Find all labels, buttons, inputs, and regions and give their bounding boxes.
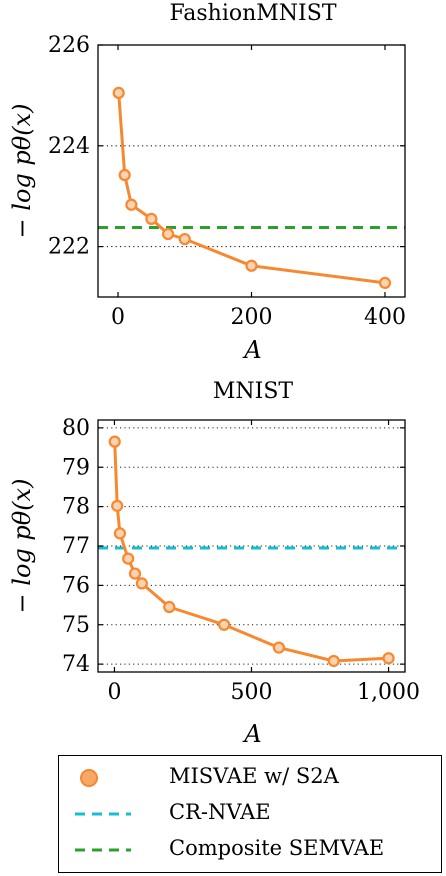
mnist-y-tick-label: 78	[62, 495, 90, 520]
legend-label-composite-semvae: Composite SEMVAE	[169, 836, 385, 860]
mnist-data-point	[327, 654, 340, 668]
fashionmnist-series	[112, 86, 392, 289]
mnist-x-tick-label: 500	[231, 680, 273, 705]
fashionmnist-data-point	[145, 212, 158, 225]
legend-circle-marker-icon	[80, 769, 98, 787]
mnist-y-tick-label: 76	[62, 573, 90, 598]
fashionmnist-x-ticks: 0 200 400	[111, 45, 406, 330]
legend-label-misvae: MISVAE w/ S2A	[169, 764, 339, 788]
fashionmnist-data-point	[118, 168, 131, 182]
fashionmnist-data-point	[125, 198, 138, 211]
mnist-chart: MNIST 74 75 76 77 78 79 80 0 500 1,000 A − log p…	[8, 379, 420, 748]
fashionmnist-y-tick-label: 224	[48, 134, 90, 159]
chart-figure: FashionMNIST 222 224 226 0 200 400 A − log p…	[8, 1, 420, 748]
mnist-x-tick-label: 1,000	[357, 680, 420, 705]
legend-entry-misvae: MISVAE w/ S2A	[59, 762, 441, 794]
mnist-x-ticks: 0 500 1,000	[107, 420, 420, 705]
mnist-y-axis-label: − log pθ(x)	[8, 479, 36, 614]
mnist-data-point	[217, 618, 231, 631]
mnist-y-tick-label: 77	[62, 534, 90, 559]
legend-entry-cr-nvae: CR-NVAE	[59, 798, 441, 830]
fashionmnist-y-tick-label: 226	[48, 33, 90, 58]
mnist-y-tick-label: 75	[62, 613, 90, 638]
legend-label-cr-nvae: CR-NVAE	[169, 800, 271, 824]
mnist-data-point	[108, 435, 121, 448]
fashionmnist-data-point	[378, 276, 392, 289]
fashionmnist-y-axis-label: − log pθ(x)	[8, 104, 36, 239]
mnist-data-point	[272, 641, 286, 654]
fashionmnist-y-tick-label: 222	[48, 235, 90, 260]
fashionmnist-x-tick-label: 200	[231, 305, 273, 330]
mnist-y-tick-label: 80	[62, 416, 90, 441]
mnist-data-point	[122, 552, 135, 565]
fashionmnist-series-line	[117, 92, 386, 285]
mnist-y-tick-label: 74	[62, 652, 90, 677]
fashionmnist-data-point	[245, 259, 258, 272]
mnist-data-point	[128, 567, 142, 580]
fashionmnist-data-point	[178, 232, 191, 246]
mnist-plot-frame	[97, 419, 406, 673]
fashionmnist-y-ticks: 222 224 226	[48, 33, 405, 260]
mnist-data-point	[111, 499, 124, 512]
mnist-series-line	[113, 441, 389, 663]
mnist-x-axis-label: A	[242, 720, 261, 748]
mnist-title: MNIST	[213, 379, 294, 404]
legend-dashed-line-green-icon	[75, 848, 131, 852]
fashionmnist-chart: FashionMNIST 222 224 226 0 200 400 A − log p…	[8, 1, 406, 364]
legend: MISVAE w/ S2A CR-NVAE Composite SEMVAE	[58, 755, 442, 873]
mnist-series	[108, 435, 395, 668]
fashionmnist-data-point	[161, 227, 175, 241]
mnist-y-ticks: 74 75 76 77 78 79 80	[62, 416, 405, 677]
fashionmnist-title: FashionMNIST	[169, 1, 336, 26]
legend-entry-composite-semvae: Composite SEMVAE	[59, 834, 441, 866]
mnist-data-point	[382, 652, 395, 665]
fashionmnist-data-point	[112, 86, 125, 99]
fashionmnist-x-tick-label: 0	[111, 305, 125, 330]
mnist-data-point	[135, 577, 148, 590]
mnist-x-tick-label: 0	[107, 680, 121, 705]
mnist-data-point	[163, 600, 176, 614]
fashionmnist-x-tick-label: 400	[364, 305, 406, 330]
mnist-grid	[98, 427, 405, 665]
mnist-y-tick-label: 79	[62, 455, 90, 480]
fashionmnist-x-axis-label: A	[242, 336, 261, 364]
legend-dashed-line-cyan-icon	[75, 812, 131, 816]
fashionmnist-grid	[98, 44, 405, 248]
mnist-data-point	[113, 527, 127, 540]
fashionmnist-plot-frame	[97, 44, 406, 298]
